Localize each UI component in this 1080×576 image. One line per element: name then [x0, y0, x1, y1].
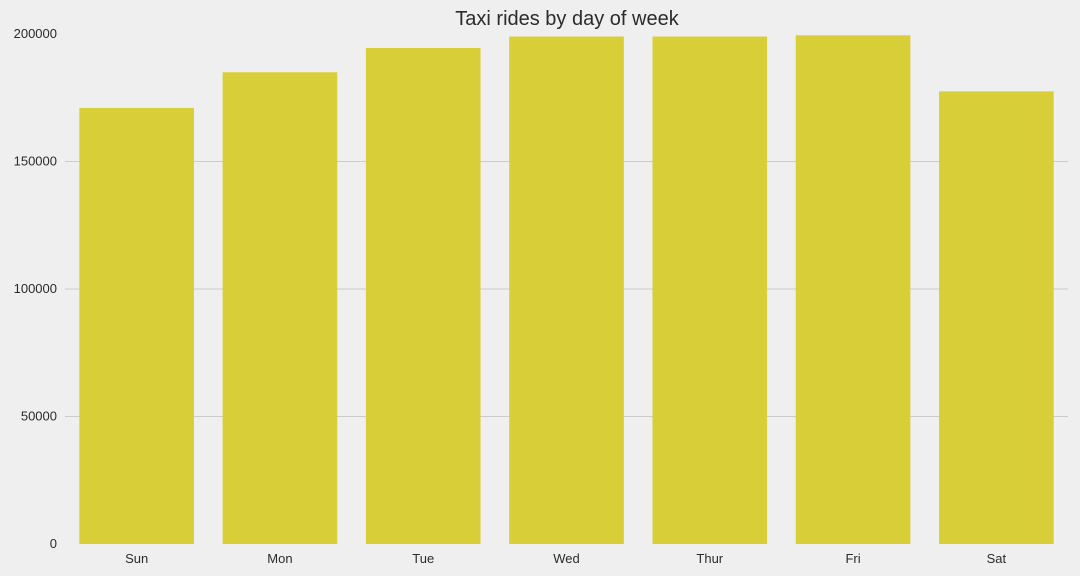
y-tick-label: 100000 [14, 281, 57, 296]
x-tick-label: Thur [696, 551, 723, 566]
y-axis-ticks: 0 50000 100000 150000 200000 [14, 26, 57, 551]
x-tick-label: Fri [845, 551, 860, 566]
x-tick-label: Tue [412, 551, 434, 566]
x-tick-label: Sat [987, 551, 1007, 566]
bar-thur [652, 36, 768, 545]
x-tick-label: Sun [125, 551, 148, 566]
x-axis-ticks: Sun Mon Tue Wed Thur Fri Sat [125, 551, 1006, 566]
bar-fri [795, 35, 911, 545]
y-tick-label: 150000 [14, 154, 57, 169]
bar-sat [939, 91, 1054, 544]
bar-wed [509, 36, 624, 545]
y-tick-label: 200000 [14, 26, 57, 41]
chart-title: Taxi rides by day of week [455, 8, 679, 30]
bar-sun [79, 107, 194, 544]
bar-layer [79, 35, 1054, 545]
bar-mon [222, 72, 338, 544]
x-tick-label: Wed [553, 551, 580, 566]
y-tick-label: 50000 [21, 409, 57, 424]
y-tick-label: 0 [50, 536, 57, 551]
bar-tue [365, 48, 481, 545]
x-tick-label: Mon [267, 551, 292, 566]
